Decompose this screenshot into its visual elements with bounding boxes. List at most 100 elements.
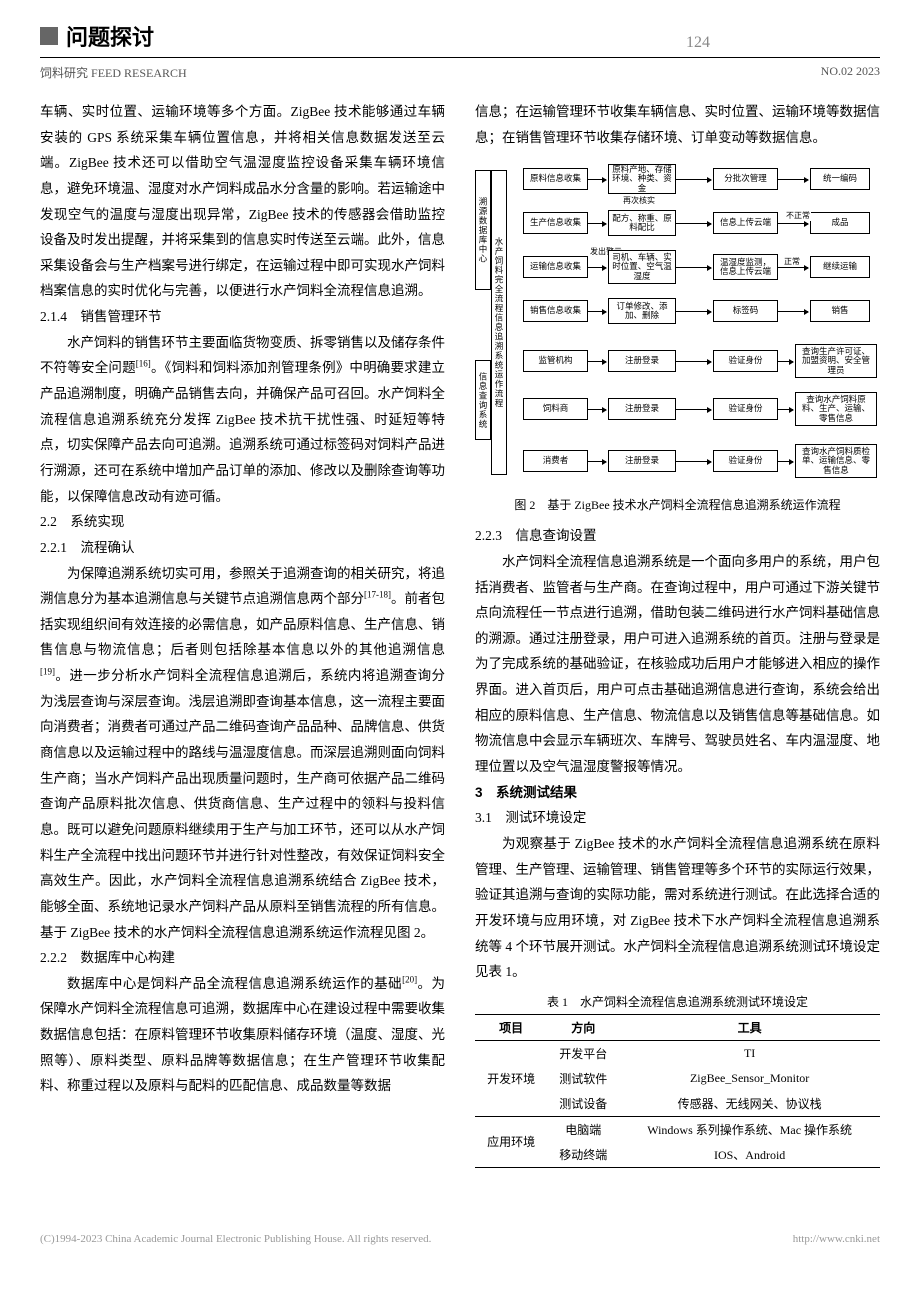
node-r3c1: 运输信息收集: [523, 256, 588, 278]
right-column: 信息；在运输管理环节收集车辆信息、实时位置、运输环境等数据信息；在销售管理环节收…: [475, 99, 880, 1168]
node-r2c2: 配方、称重、原料配比: [608, 210, 676, 236]
arrow: [588, 267, 606, 268]
heading-31: 3.1 测试环境设定: [475, 805, 880, 831]
node-r7c4: 查询水产饲料质检单、运输信息、零售信息: [795, 444, 877, 478]
figure-2-flowchart: 溯源数据库中心 水产饲料完全流程信息追溯系统运作流程 信息查询系统 原料信息收集…: [475, 160, 880, 490]
page: 问题探讨 124 饲料研究 FEED RESEARCH NO.02 2023 车…: [0, 0, 920, 1208]
node-r5c3: 验证身份: [713, 350, 778, 372]
node-r5c4: 查询生产许可证、加盟资明、安全管理员: [795, 344, 877, 378]
arrow: [676, 311, 711, 312]
node-r4c4: 销售: [810, 300, 870, 322]
node-r1c4: 统一编码: [810, 168, 870, 190]
arrow: [778, 361, 793, 362]
arrow: [588, 361, 606, 362]
figure-2-caption: 图 2 基于 ZigBee 技术水产饲料全流程信息追溯系统运作流程: [475, 496, 880, 513]
cell: 传感器、无线网关、协议栈: [619, 1091, 880, 1117]
para-r3: 为观察基于 ZigBee 技术的水产饲料全流程信息追溯系统在原料管理、生产管理、…: [475, 831, 880, 985]
journal-icon: [40, 27, 58, 45]
para-l3: 为保障追溯系统切实可用，参照关于追溯查询的相关研究，将追溯信息分为基本追溯信息与…: [40, 561, 445, 946]
para-l2b: 。《饲料和饲料添加剂管理条例》中明确要求建立产品追溯制度，明确产品销售去向，并确…: [40, 360, 445, 503]
node-r6c4: 查询水产饲料原料、生产、运输、零售信息: [795, 392, 877, 426]
heading-214: 2.1.4 销售管理环节: [40, 304, 445, 330]
journal-name-en: FEED RESEARCH: [91, 66, 187, 80]
arrow: [778, 179, 808, 180]
table-1: 项目 方向 工具 开发环境 开发平台 TI 测试软件 ZigBee_Sensor…: [475, 1014, 880, 1168]
header-left: 问题探讨: [40, 20, 154, 52]
cell: 电脑端: [547, 1116, 619, 1142]
arrow: [676, 409, 711, 410]
node-r1c3: 分批次管理: [713, 168, 778, 190]
arrow: [588, 461, 606, 462]
header-bar: 问题探讨 124: [40, 0, 880, 58]
heading-222: 2.2.2 数据库中心构建: [40, 945, 445, 971]
node-r1c1: 原料信息收集: [523, 168, 588, 190]
para-l4b: 。为保障水产饲料全流程信息可追溯，数据库中心在建设过程中需要收集数据信息包括：在…: [40, 976, 445, 1094]
journal-name: 饲料研究 FEED RESEARCH: [40, 64, 187, 81]
cell: Windows 系列操作系统、Mac 操作系统: [619, 1116, 880, 1142]
issue-label: NO.02 2023: [821, 64, 880, 81]
arrow: [778, 311, 808, 312]
edge-label-recheck: 再次核实: [622, 195, 656, 206]
journal-name-cn: 饲料研究: [40, 66, 88, 80]
node-r7c1: 消费者: [523, 450, 588, 472]
para-l3c: 。进一步分析水产饲料全流程信息追溯后，系统内将追溯查询分为浅层查询与深层查询。浅…: [40, 668, 445, 939]
node-r3c3: 温湿度监测，信息上传云端: [713, 254, 778, 280]
section-title: 问题探讨: [66, 20, 154, 52]
arrow: [676, 179, 711, 180]
table-row: 开发环境 开发平台 TI: [475, 1040, 880, 1066]
footer-url: http://www.cnki.net: [793, 1233, 880, 1245]
heading-3: 3 系统测试结果: [475, 780, 880, 806]
arrow: [676, 223, 711, 224]
cell: 移动终端: [547, 1142, 619, 1168]
arrow: [778, 461, 793, 462]
left-column: 车辆、实时位置、运输环境等多个方面。ZigBee 技术能够通过车辆安装的 GPS…: [40, 99, 445, 1168]
arrow: [676, 267, 711, 268]
node-r2c4: 成品: [810, 212, 870, 234]
arrow: [588, 223, 606, 224]
cell-group-app: 应用环境: [475, 1116, 547, 1167]
para-l2: 水产饲料的销售环节主要面临货物变质、拆零销售以及储存条件不符等安全问题[16]。…: [40, 330, 445, 509]
page-number: 124: [686, 34, 710, 52]
para-r2: 水产饲料全流程信息追溯系统是一个面向多用户的系统，用户包括消费者、监管者与生产商…: [475, 549, 880, 780]
th-item: 项目: [475, 1014, 547, 1040]
flow-vlabel-query: 信息查询系统: [475, 360, 491, 440]
node-r4c1: 销售信息收集: [523, 300, 588, 322]
table-1-caption: 表 1 水产饲料全流程信息追溯系统测试环境设定: [475, 993, 880, 1010]
cell: IOS、Android: [619, 1142, 880, 1168]
edge-label-abnormal: 不正常: [785, 210, 811, 221]
flow-vlabel-db: 溯源数据库中心: [475, 170, 491, 290]
node-r3c4: 继续运输: [810, 256, 870, 278]
arrow: [778, 223, 808, 224]
node-r7c2: 注册登录: [608, 450, 676, 472]
cell: TI: [619, 1040, 880, 1066]
node-r7c3: 验证身份: [713, 450, 778, 472]
ref-17-18: [17-18]: [364, 590, 391, 600]
arrow: [778, 267, 808, 268]
cell: 测试设备: [547, 1091, 619, 1117]
footer: (C)1994-2023 China Academic Journal Elec…: [0, 1208, 920, 1253]
th-tool: 工具: [619, 1014, 880, 1040]
table-header-row: 项目 方向 工具: [475, 1014, 880, 1040]
arrow: [676, 361, 711, 362]
content-columns: 车辆、实时位置、运输环境等多个方面。ZigBee 技术能够通过车辆安装的 GPS…: [40, 99, 880, 1168]
heading-22: 2.2 系统实现: [40, 509, 445, 535]
node-r5c1: 监管机构: [523, 350, 588, 372]
subheader: 饲料研究 FEED RESEARCH NO.02 2023: [40, 58, 880, 99]
th-dir: 方向: [547, 1014, 619, 1040]
node-r1c2: 原料产地、存储环境、种类、资金: [608, 164, 676, 194]
node-r2c1: 生产信息收集: [523, 212, 588, 234]
node-r5c2: 注册登录: [608, 350, 676, 372]
node-r6c3: 验证身份: [713, 398, 778, 420]
node-r2c3: 信息上传云端: [713, 212, 778, 234]
ref-16: [16]: [136, 359, 151, 369]
arrow: [588, 311, 606, 312]
para-l4a: 数据库中心是饲料产品全流程信息追溯系统运作的基础: [67, 976, 402, 991]
cell: ZigBee_Sensor_Monitor: [619, 1066, 880, 1091]
node-r3c2: 司机、车辆、实时位置、空气温湿度: [608, 250, 676, 284]
para-l1: 车辆、实时位置、运输环境等多个方面。ZigBee 技术能够通过车辆安装的 GPS…: [40, 99, 445, 304]
para-l4: 数据库中心是饲料产品全流程信息追溯系统运作的基础[20]。为保障水产饲料全流程信…: [40, 971, 445, 1099]
node-r4c2: 订单修改、添加、删除: [608, 298, 676, 324]
para-r1: 信息；在运输管理环节收集车辆信息、实时位置、运输环境等数据信息；在销售管理环节收…: [475, 99, 880, 150]
node-r6c1: 饲料商: [523, 398, 588, 420]
table-row: 应用环境 电脑端 Windows 系列操作系统、Mac 操作系统: [475, 1116, 880, 1142]
